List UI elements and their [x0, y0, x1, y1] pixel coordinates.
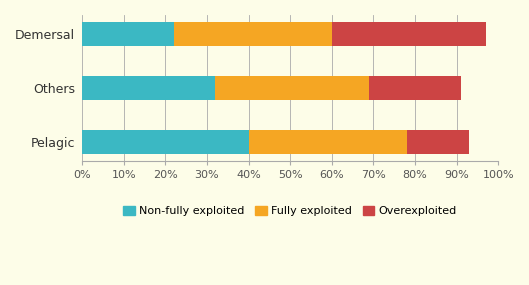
Bar: [82, 22, 174, 46]
Bar: [469, 130, 498, 154]
Bar: [332, 22, 486, 46]
Bar: [82, 130, 249, 154]
Bar: [407, 130, 469, 154]
Bar: [215, 76, 369, 100]
Legend: Non-fully exploited, Fully exploited, Overexploited: Non-fully exploited, Fully exploited, Ov…: [123, 206, 457, 216]
Bar: [174, 22, 332, 46]
Bar: [82, 76, 215, 100]
Bar: [369, 76, 461, 100]
Bar: [486, 22, 498, 46]
Bar: [249, 130, 407, 154]
Bar: [461, 76, 498, 100]
